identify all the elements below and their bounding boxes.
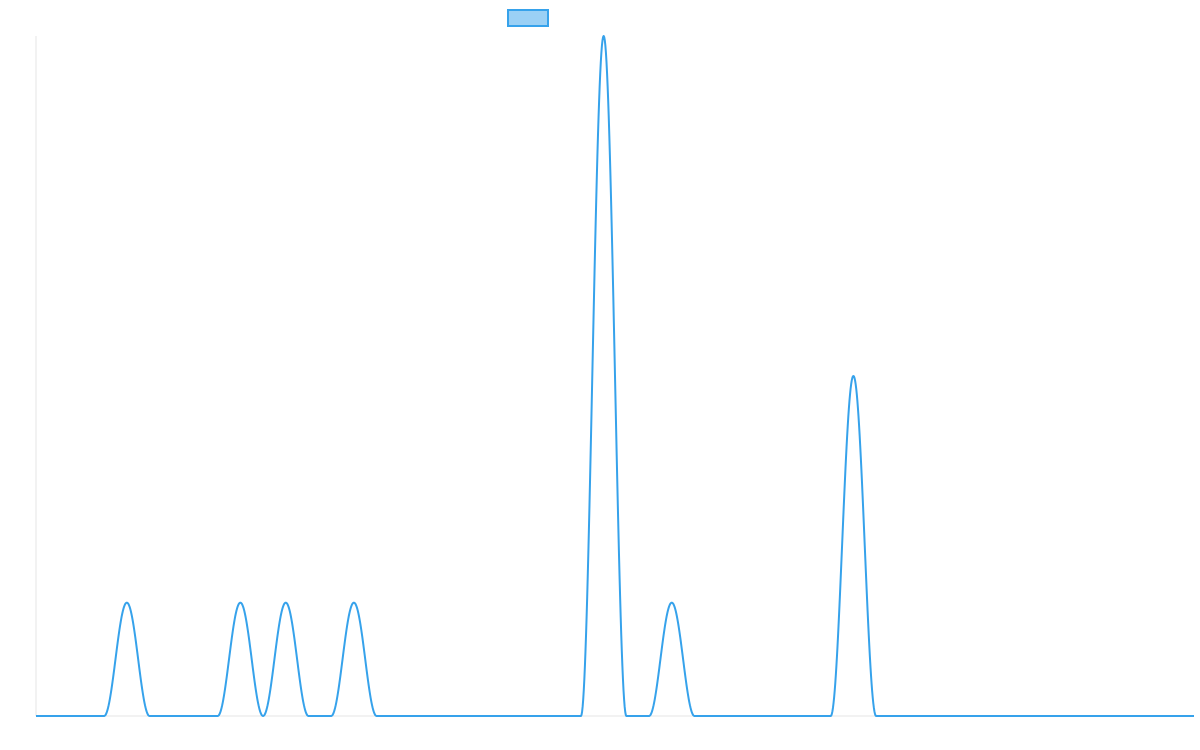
data-point-peak-0[interactable] <box>124 600 130 606</box>
data-point-peak-5[interactable] <box>669 600 675 606</box>
data-point-peak-6[interactable] <box>850 373 856 379</box>
chart-series-group <box>35 33 1195 717</box>
data-point-peak-1[interactable] <box>237 600 243 606</box>
legend-swatch[interactable] <box>507 9 549 27</box>
data-point-peak-4[interactable] <box>601 33 607 39</box>
data-point-peak-2[interactable] <box>283 600 289 606</box>
series-line-0 <box>35 35 1195 717</box>
chart-legend[interactable] <box>507 9 549 27</box>
data-point-peak-3[interactable] <box>351 600 357 606</box>
